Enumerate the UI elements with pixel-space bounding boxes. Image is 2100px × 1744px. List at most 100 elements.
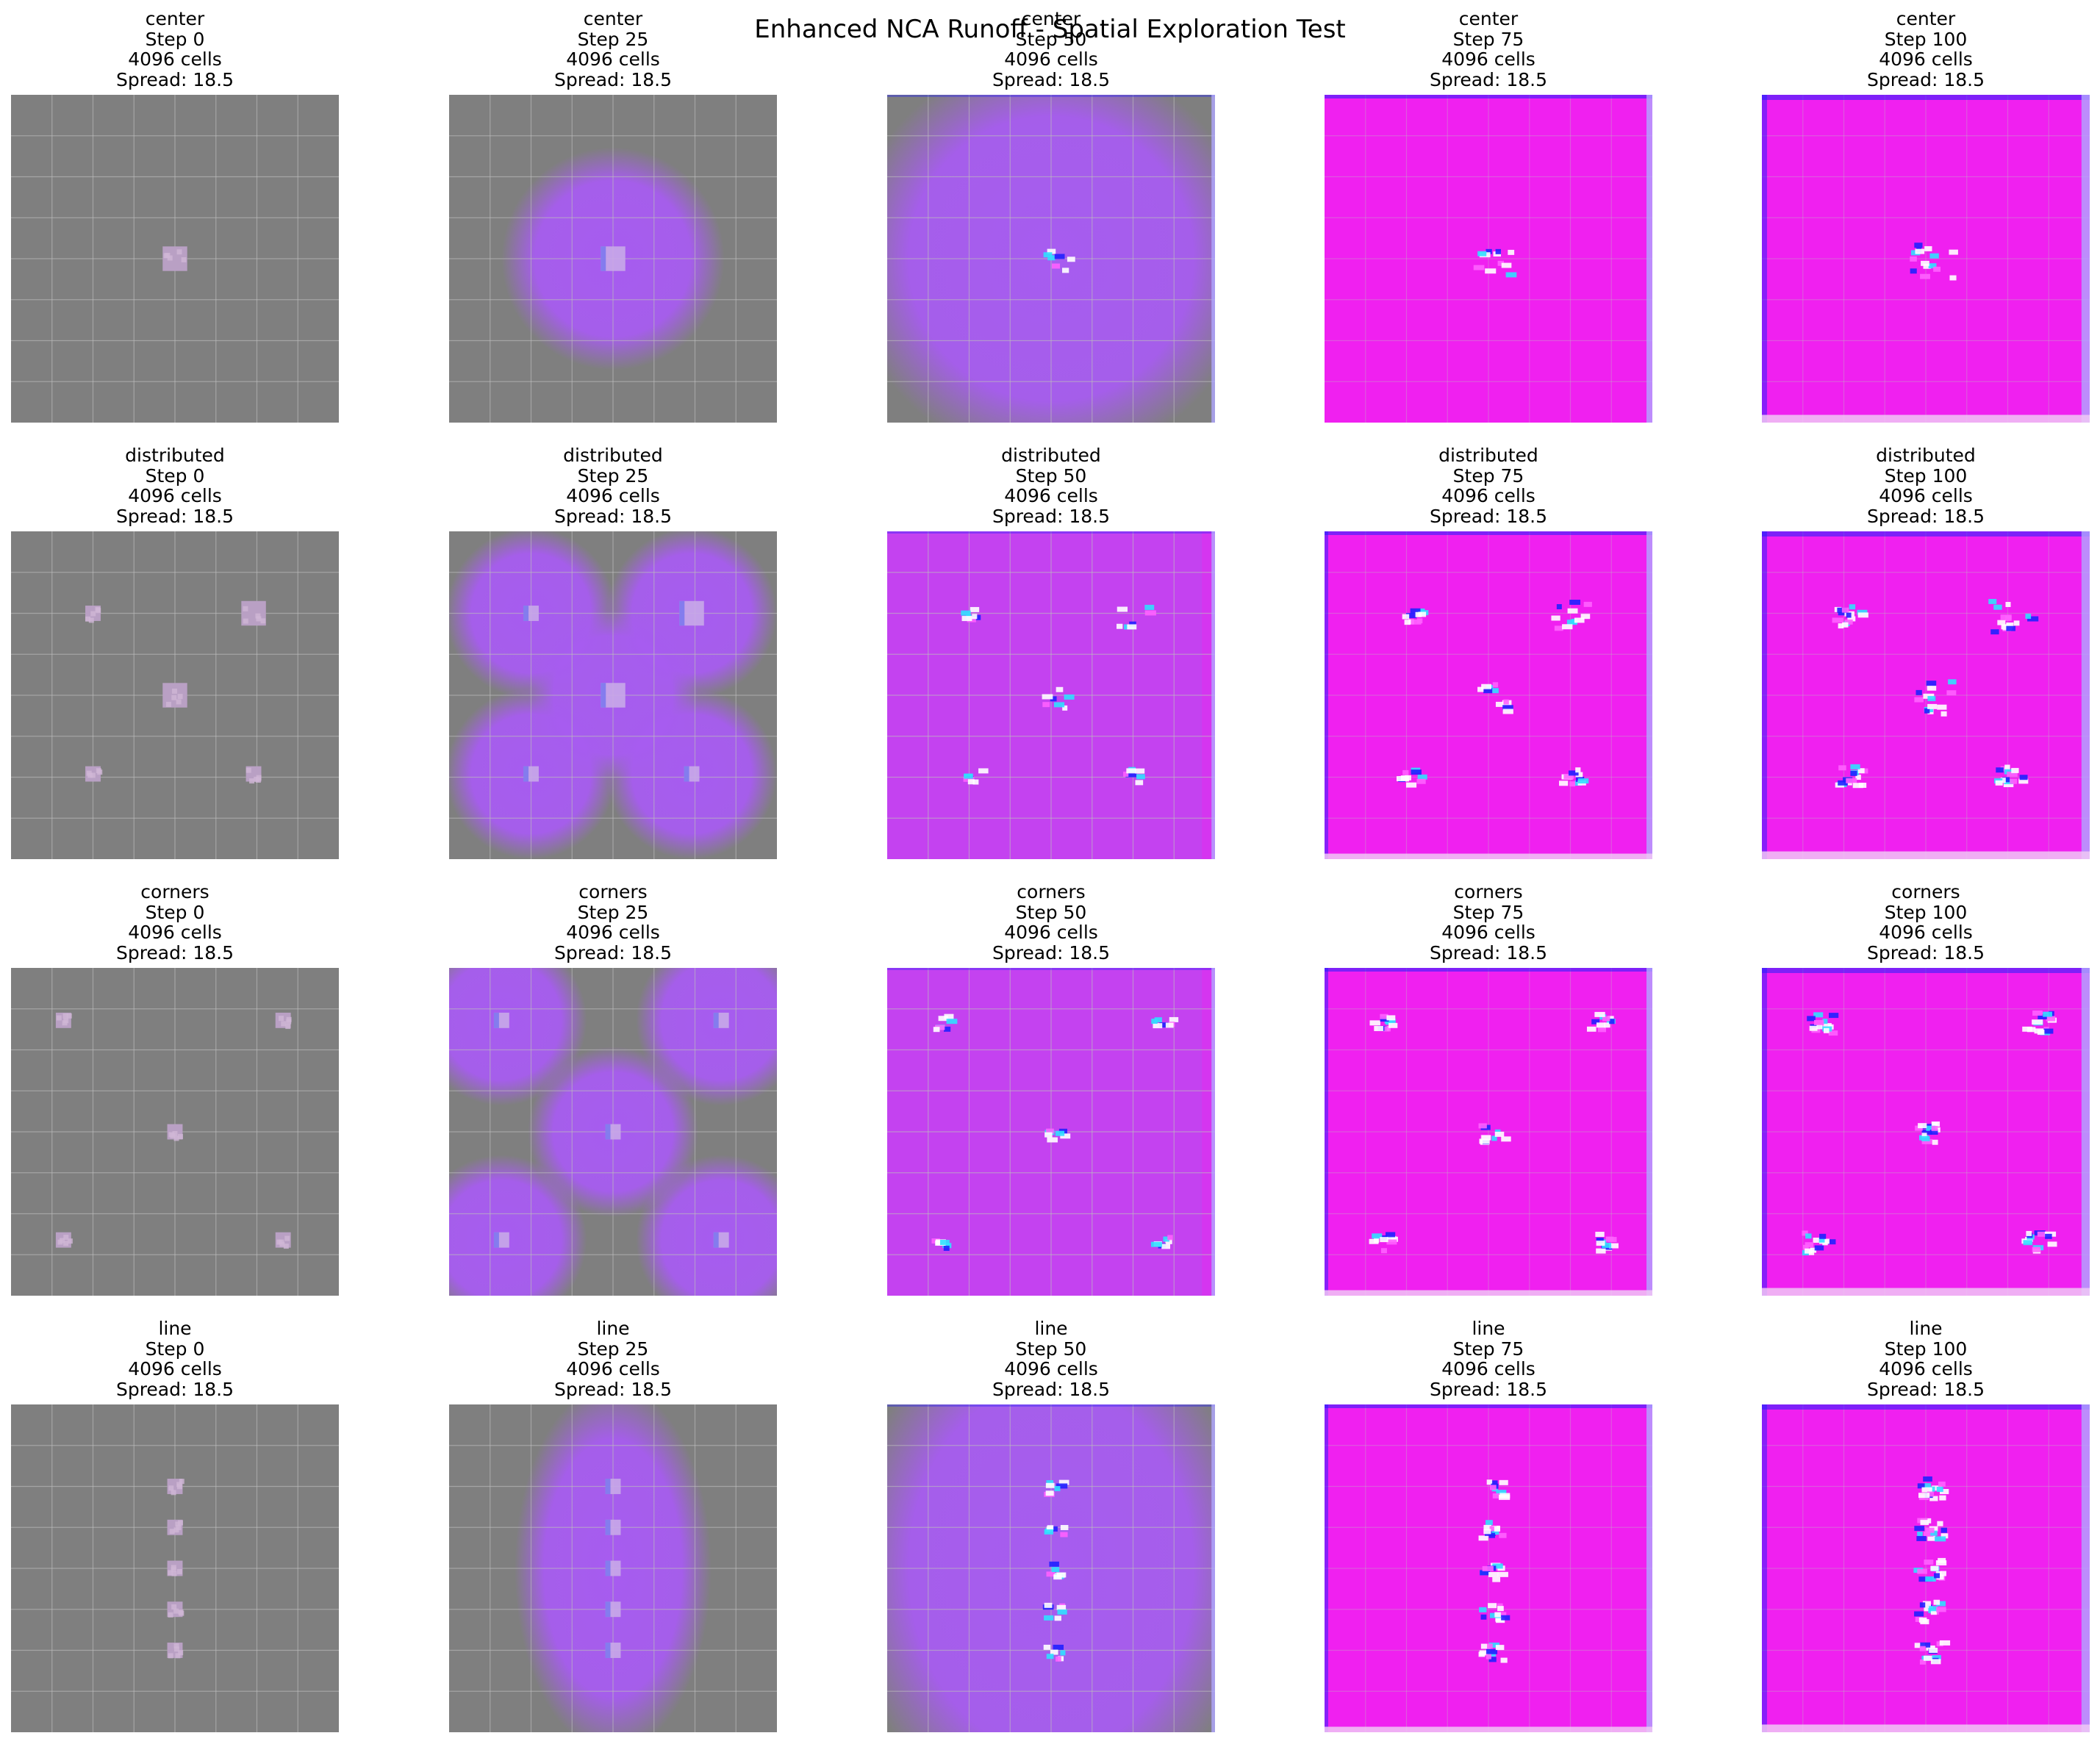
spread-label: Spread: 18.5 xyxy=(1429,941,1548,963)
panel-title: center Step 75 4096 cells Spread: 18.5 xyxy=(1295,9,1682,90)
panel-title: corners Step 0 4096 cells Spread: 18.5 xyxy=(0,882,368,963)
step-label: Step 25 xyxy=(577,28,649,50)
seed-structure xyxy=(85,766,103,782)
pattern-label: distributed xyxy=(125,445,225,466)
figure-title: Enhanced NCA Runoff - Spatial Exploratio… xyxy=(754,15,1346,44)
seed-structure xyxy=(493,1012,509,1028)
heatmap-image xyxy=(1762,531,2090,859)
seed-structure xyxy=(1993,764,2029,788)
panel-title: line Step 25 4096 cells Spread: 18.5 xyxy=(420,1318,806,1399)
panel-title: line Step 50 4096 cells Spread: 18.5 xyxy=(858,1318,1244,1399)
edge-artifact xyxy=(1762,531,2090,537)
cell-count-label: 4096 cells xyxy=(1441,1358,1535,1379)
spread-label: Spread: 18.5 xyxy=(1866,1378,1985,1400)
spread-label: Spread: 18.5 xyxy=(992,68,1111,90)
step-label: Step 50 xyxy=(1015,464,1087,487)
diffusion-halo xyxy=(449,1155,587,1296)
seed-structure xyxy=(1369,1013,1398,1032)
seed-structure xyxy=(605,1601,621,1618)
heatmap-background xyxy=(1325,95,1652,423)
spread-label: Spread: 18.5 xyxy=(553,505,673,527)
pattern-label: corners xyxy=(140,881,209,902)
pattern-label: corners xyxy=(1017,881,1086,902)
spread-label: Spread: 18.5 xyxy=(1429,1378,1548,1400)
heatmap-image xyxy=(449,95,777,423)
step-label: Step 75 xyxy=(1452,28,1524,50)
seed-structure xyxy=(167,1560,183,1576)
heatmap-svg xyxy=(887,531,1215,859)
heatmap-svg xyxy=(1762,531,2090,859)
cell-count-label: 4096 cells xyxy=(566,1358,660,1379)
cell-count-label: 4096 cells xyxy=(1004,49,1098,70)
panel-title: center Step 100 4096 cells Spread: 18.5 xyxy=(1732,9,2100,90)
step-label: Step 0 xyxy=(145,28,205,50)
seed-structure xyxy=(1151,1016,1179,1029)
seed-structure xyxy=(605,1124,621,1140)
heatmap-image xyxy=(449,531,777,859)
seed-structure xyxy=(85,606,101,623)
seed-structure xyxy=(1915,1121,1940,1145)
edge-artifact xyxy=(887,95,1215,97)
heatmap-svg xyxy=(887,1404,1215,1732)
heatmap-image xyxy=(887,95,1215,423)
heatmap-image xyxy=(1762,1404,2090,1732)
edge-artifact xyxy=(1762,95,2090,100)
step-label: Step 0 xyxy=(145,464,205,487)
diffusion-halo xyxy=(636,1155,777,1296)
step-label: Step 25 xyxy=(577,464,649,487)
cell-count-label: 4096 cells xyxy=(566,922,660,943)
heatmap-svg xyxy=(887,95,1215,423)
seed-structure xyxy=(1369,1232,1398,1254)
edge-artifact xyxy=(1762,968,1767,1296)
panel-title: line Step 100 4096 cells Spread: 18.5 xyxy=(1732,1318,2100,1399)
heatmap-svg xyxy=(1325,95,1652,423)
heatmap-svg xyxy=(11,1404,339,1732)
cell-count-label: 4096 cells xyxy=(1004,922,1098,943)
pattern-label: corners xyxy=(578,881,648,902)
step-label: Step 100 xyxy=(1884,901,1968,923)
edge-artifact xyxy=(1646,1404,1652,1732)
heatmap-svg xyxy=(449,531,777,859)
edge-artifact xyxy=(2081,531,2090,859)
heatmap-image xyxy=(1325,95,1652,423)
panel-title: corners Step 75 4096 cells Spread: 18.5 xyxy=(1295,882,1682,963)
spread-label: Spread: 18.5 xyxy=(1866,505,1985,527)
seed-structure xyxy=(601,246,626,271)
seed-structure xyxy=(162,246,187,271)
seed-structure xyxy=(167,1479,184,1496)
seed-structure xyxy=(1595,1232,1619,1254)
cell-count-label: 4096 cells xyxy=(1004,1358,1098,1379)
seed-structure xyxy=(931,1238,952,1252)
pattern-label: corners xyxy=(1891,881,1960,902)
edge-artifact xyxy=(1762,95,1767,423)
edge-artifact xyxy=(887,531,1215,534)
heatmap-image xyxy=(887,968,1215,1296)
edge-artifact xyxy=(1211,1404,1215,1732)
seed-structure xyxy=(1988,598,2039,635)
edge-artifact xyxy=(1325,1290,1652,1296)
step-label: Step 50 xyxy=(1015,28,1087,50)
heatmap-image xyxy=(11,531,339,859)
seed-structure xyxy=(1478,1123,1511,1145)
pattern-label: line xyxy=(1909,1318,1943,1339)
edge-artifact xyxy=(2081,95,2090,423)
seed-structure xyxy=(1044,1479,1069,1497)
pattern-label: distributed xyxy=(1876,445,1976,466)
heatmap-image xyxy=(449,1404,777,1732)
cell-count-label: 4096 cells xyxy=(1004,485,1098,506)
seed-structure xyxy=(1044,1128,1071,1143)
spread-label: Spread: 18.5 xyxy=(1866,941,1985,963)
seed-structure xyxy=(1473,248,1517,278)
panel-title: corners Step 100 4096 cells Spread: 18.5 xyxy=(1732,882,2100,963)
heatmap-image xyxy=(1325,968,1652,1296)
step-label: Step 50 xyxy=(1015,901,1087,923)
seed-structure xyxy=(1914,1518,1949,1542)
edge-artifact xyxy=(1325,1726,1652,1732)
edge-artifact xyxy=(1325,531,1328,859)
seed-structure xyxy=(1480,1562,1508,1582)
heatmap-image xyxy=(887,531,1215,859)
seed-structure xyxy=(275,1012,292,1030)
seed-structure xyxy=(167,1643,184,1659)
seed-structure xyxy=(1586,1011,1616,1033)
spread-label: Spread: 18.5 xyxy=(992,941,1111,963)
